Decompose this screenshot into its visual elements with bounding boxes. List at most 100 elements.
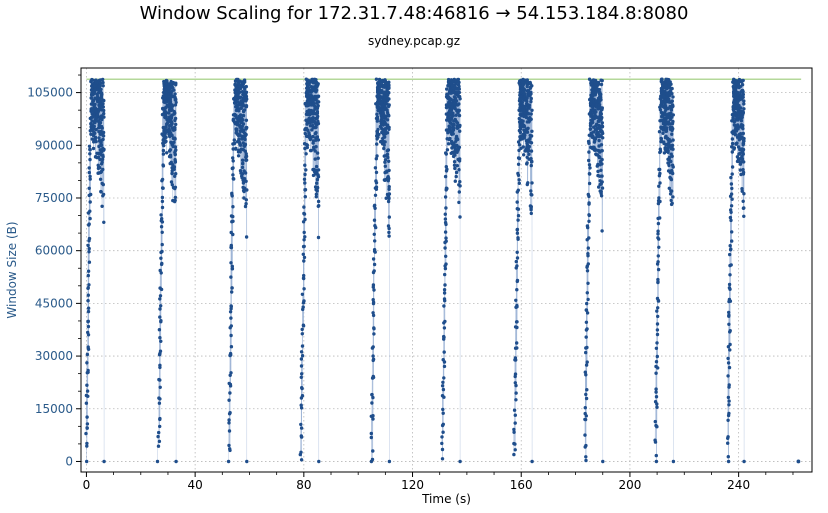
data-point (160, 205, 165, 210)
data-point (658, 108, 663, 112)
data-point (300, 354, 305, 358)
data-point (160, 199, 165, 204)
data-point (740, 189, 744, 193)
data-point (239, 106, 243, 111)
data-point (448, 125, 453, 130)
data-point (600, 149, 604, 153)
data-point (243, 137, 247, 142)
data-point (730, 197, 734, 201)
data-point (445, 118, 449, 122)
data-point (584, 350, 588, 355)
data-point (100, 204, 104, 208)
data-point (170, 133, 174, 138)
data-point (457, 145, 462, 149)
data-point (302, 255, 307, 260)
data-point (729, 175, 733, 180)
data-point (529, 92, 533, 96)
data-point (457, 168, 461, 172)
data-point (385, 118, 390, 122)
data-point (228, 411, 232, 415)
data-point (660, 100, 664, 105)
data-point (90, 137, 95, 141)
data-point (443, 246, 447, 250)
data-point (442, 364, 447, 369)
data-point (586, 262, 590, 266)
data-point (658, 167, 662, 172)
data-point (373, 193, 378, 197)
data-point (102, 459, 106, 464)
data-point (238, 143, 243, 147)
data-point (515, 250, 519, 254)
data-point (728, 215, 733, 220)
data-point (303, 163, 307, 167)
data-point (445, 167, 449, 171)
data-point (87, 186, 91, 190)
data-point (89, 192, 93, 197)
data-point (245, 97, 249, 101)
data-point (664, 126, 669, 130)
data-point (173, 137, 177, 141)
x-tick-label: 240 (727, 478, 750, 492)
data-point (315, 181, 319, 185)
data-point (228, 384, 233, 388)
data-point (599, 143, 604, 147)
data-point (523, 92, 527, 96)
data-point (101, 137, 105, 142)
data-point (529, 96, 533, 101)
data-point (589, 98, 594, 102)
data-point (158, 385, 162, 389)
data-point (385, 152, 390, 157)
data-point (444, 165, 448, 169)
data-point (375, 119, 379, 123)
data-point (234, 146, 238, 151)
data-point (160, 242, 164, 247)
x-tick-label: 80 (296, 478, 311, 492)
data-point (657, 184, 661, 188)
data-point (226, 459, 231, 464)
data-point (454, 99, 459, 103)
data-point (242, 189, 246, 194)
data-point (228, 310, 233, 314)
data-point (168, 148, 173, 152)
data-point (671, 95, 675, 99)
data-point (315, 177, 320, 182)
data-point (229, 333, 233, 338)
data-point (656, 366, 660, 370)
data-point (371, 414, 375, 418)
data-point (741, 170, 746, 175)
data-point (656, 254, 660, 258)
data-point (597, 87, 602, 92)
data-point (316, 175, 321, 179)
data-point (372, 327, 376, 331)
data-point (173, 195, 178, 200)
data-point (444, 262, 448, 266)
data-point (231, 173, 235, 177)
data-point (387, 230, 391, 235)
data-point (458, 215, 462, 219)
data-point (584, 308, 589, 312)
data-point (380, 127, 385, 132)
data-point (313, 149, 317, 153)
data-point (165, 79, 169, 83)
data-point (600, 121, 604, 125)
data-point (314, 98, 318, 102)
data-point (305, 143, 309, 147)
data-point (740, 157, 745, 161)
data-point (440, 457, 445, 461)
data-point (159, 213, 163, 217)
data-point (159, 256, 163, 260)
data-point (658, 171, 662, 176)
data-point (596, 169, 600, 174)
data-point (670, 132, 674, 136)
data-point (596, 82, 601, 86)
data-point (96, 100, 100, 104)
data-point (232, 138, 236, 142)
data-point (174, 100, 178, 105)
data-point (600, 106, 604, 110)
data-point (736, 145, 741, 149)
data-point (244, 154, 249, 159)
data-point (525, 109, 529, 113)
data-point (159, 319, 163, 323)
data-point (302, 205, 306, 209)
data-point (669, 198, 673, 203)
